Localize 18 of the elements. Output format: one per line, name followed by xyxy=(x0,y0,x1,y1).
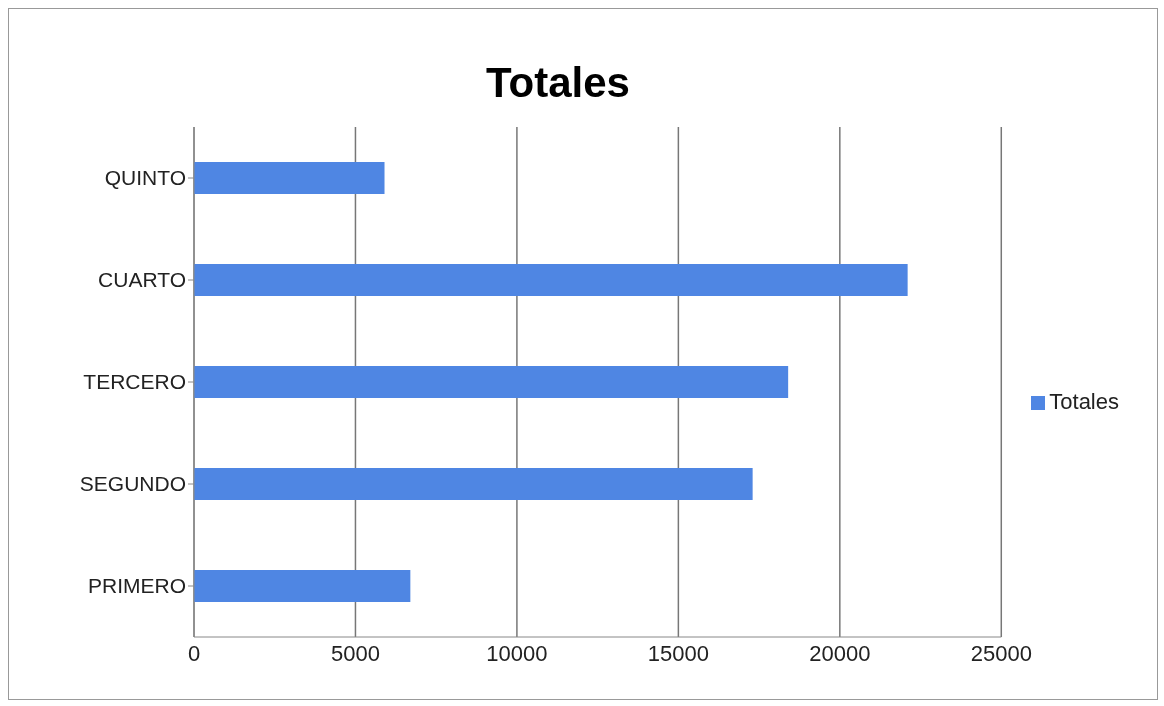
x-tick-label: 15000 xyxy=(647,640,709,666)
bar xyxy=(194,366,789,398)
y-tick-label: PRIMERO xyxy=(87,574,186,598)
x-tick-label: 20000 xyxy=(809,640,871,666)
legend-label: Totales xyxy=(1049,389,1119,414)
y-tick-label: SEGUNDO xyxy=(79,472,186,496)
chart-title: Totales xyxy=(485,59,631,107)
bar xyxy=(194,264,908,296)
bar xyxy=(194,162,385,194)
y-tick-label: CUARTO xyxy=(98,268,186,292)
x-tick-label: 10000 xyxy=(486,640,548,666)
y-tick-label: TERCERO xyxy=(83,370,186,394)
bar xyxy=(194,570,411,602)
x-tick-label: 5000 xyxy=(330,640,380,666)
x-tick-label: 25000 xyxy=(970,640,1032,666)
x-tick-label: 0 xyxy=(187,640,201,666)
y-tick-label: QUINTO xyxy=(104,166,186,190)
bar xyxy=(194,468,753,500)
